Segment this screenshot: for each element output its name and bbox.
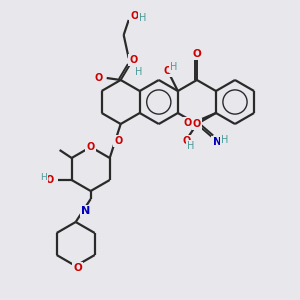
Text: H: H bbox=[139, 13, 146, 23]
Text: H: H bbox=[40, 173, 47, 182]
Text: H: H bbox=[187, 141, 195, 151]
Text: O: O bbox=[94, 73, 103, 83]
Text: O: O bbox=[87, 142, 95, 152]
Text: H: H bbox=[170, 62, 178, 72]
Text: N: N bbox=[81, 206, 90, 216]
Text: N: N bbox=[212, 137, 221, 147]
Text: O: O bbox=[46, 175, 54, 185]
Text: H: H bbox=[221, 135, 229, 145]
Text: O: O bbox=[130, 55, 138, 65]
Text: H: H bbox=[135, 67, 142, 77]
Text: O: O bbox=[73, 263, 82, 273]
Text: O: O bbox=[193, 49, 201, 59]
Text: O: O bbox=[183, 136, 191, 146]
Text: O: O bbox=[130, 11, 139, 21]
Text: O: O bbox=[184, 118, 192, 128]
Text: O: O bbox=[114, 136, 122, 146]
Text: O: O bbox=[164, 66, 172, 76]
Text: O: O bbox=[193, 119, 201, 129]
